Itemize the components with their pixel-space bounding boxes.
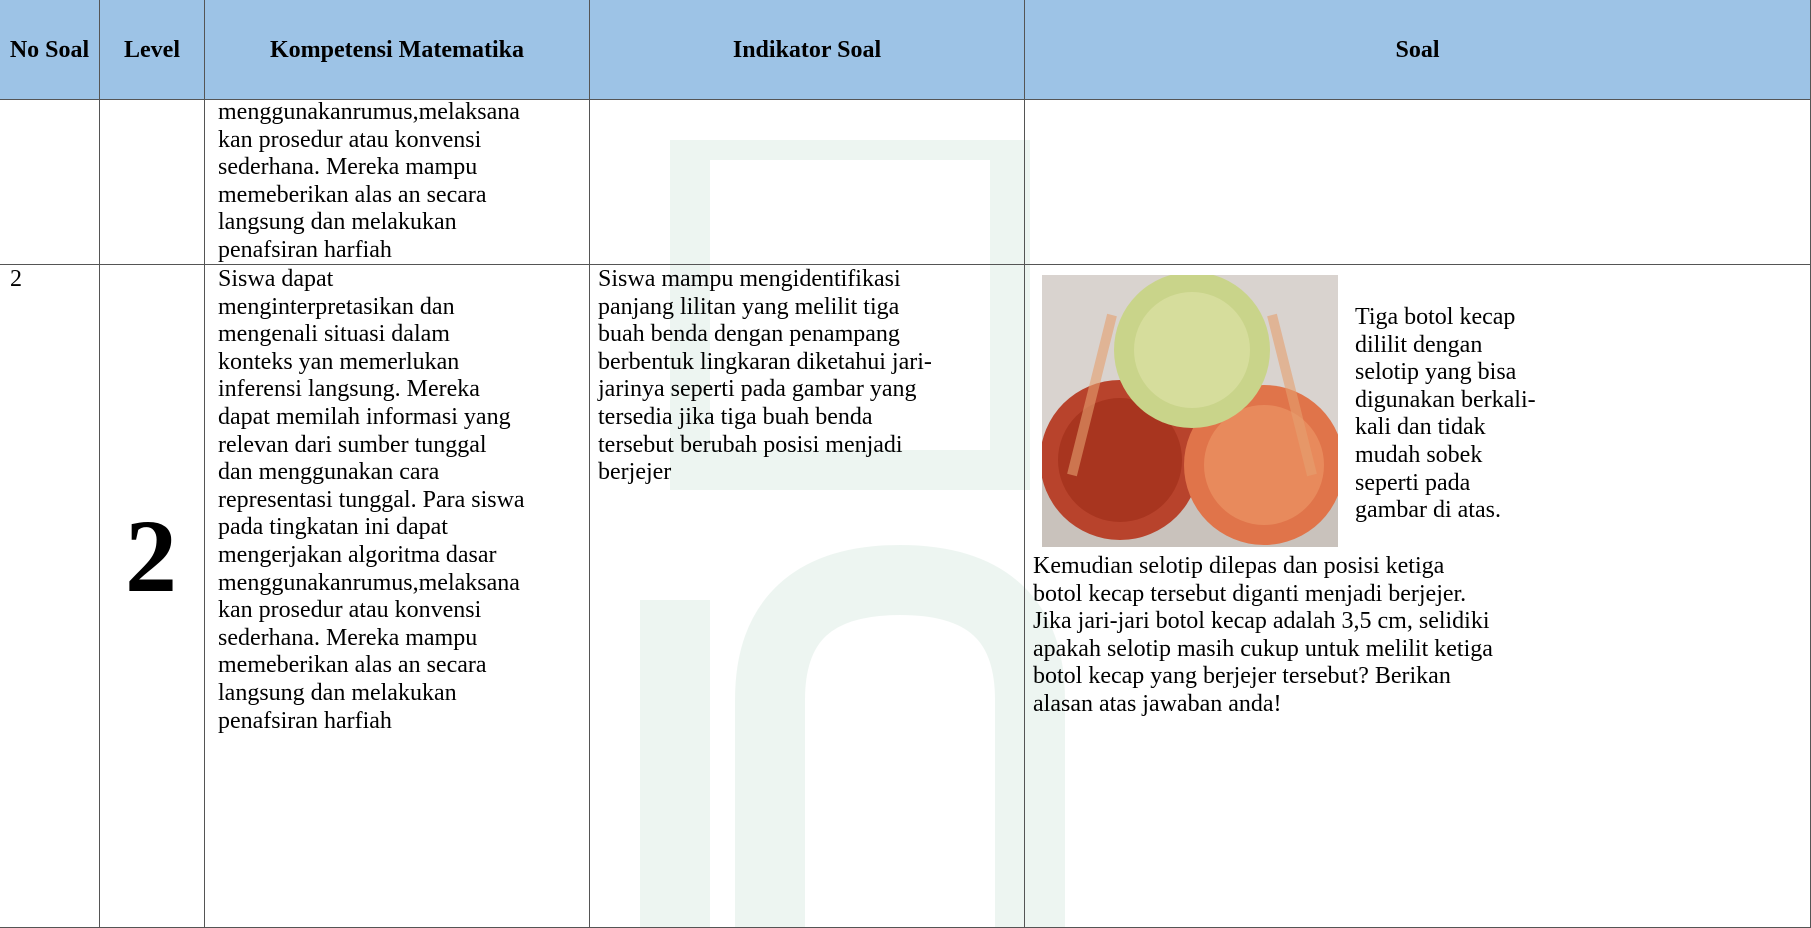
competency-line: kan prosedur atau konvensi (218, 126, 482, 153)
competency-line: relevan dari sumber tunggal (218, 431, 487, 458)
competency-line: dan menggunakan cara (218, 459, 440, 486)
indicator-line: buah benda dengan penampang (598, 321, 900, 348)
header-cell: Indikator Soal (590, 0, 1025, 100)
competency-line: penafsiran harfiah (218, 237, 392, 263)
table-cell (100, 100, 205, 265)
question-line: alasan atas jawaban anda! (1033, 691, 1282, 717)
header-cell: Soal (1025, 0, 1811, 100)
table-cell (590, 100, 1025, 265)
question-line: kali dan tidak (1355, 414, 1486, 441)
question-line: botol kecap yang berjejer tersebut? Beri… (1033, 663, 1451, 690)
header-cell: Kompetensi Matematika (205, 0, 590, 100)
competency-line: menginterpretasikan dan (218, 293, 455, 320)
header-cell: No Soal (0, 0, 100, 100)
competency-line: sederhana. Mereka mampu (218, 624, 478, 651)
question-line: Jika jari-jari botol kecap adalah 3,5 cm… (1033, 608, 1490, 635)
competency-line: sederhana. Mereka mampu (218, 154, 478, 181)
question-line: selotip yang bisa (1355, 359, 1517, 386)
competency-line: langsung dan melakukan (218, 680, 457, 706)
question-number: 2 (10, 266, 22, 292)
competency-line: representasi tunggal. Para siswa (218, 486, 525, 513)
question-line: dililit dengan (1355, 331, 1483, 358)
indicator-line: panjang lilitan yang melilit tiga (598, 293, 900, 320)
indicator-line: jarinya seperti pada gambar yang (598, 376, 917, 403)
competency-line: langsung dan melakukan (218, 209, 457, 236)
watermark (640, 140, 1065, 928)
question-line: botol kecap tersebut diganti menjadi ber… (1033, 580, 1467, 607)
competency-line: mengenali situasi dalam (218, 321, 450, 348)
indicator-line: tersebut berubah posisi menjadi (598, 431, 903, 458)
table-cell (0, 100, 100, 265)
competency-line: kan prosedur atau konvensi (218, 597, 482, 624)
competency-line: menggunakanrumus,melaksana (218, 569, 520, 596)
header-cell: Level (100, 0, 205, 100)
competency-line: konteks yan memerlukan (218, 348, 460, 375)
competency-line: Siswa dapat (218, 266, 334, 292)
question-line: Kemudian selotip dilepas dan posisi keti… (1033, 553, 1445, 579)
competency-line: penafsiran harfiah (218, 707, 392, 734)
question-line: apakah selotip masih cukup untuk melilit… (1033, 635, 1493, 662)
question-line: seperti pada (1355, 469, 1471, 496)
question-line: digunakan berkali- (1355, 386, 1536, 413)
competency-line: mengerjakan algoritma dasar (218, 542, 497, 568)
question-line: mudah sobek (1355, 442, 1483, 468)
competency-line: inferensi langsung. Mereka (218, 376, 480, 403)
bottle-photo (1042, 275, 1338, 547)
indicator-line: Siswa mampu mengidentifikasi (598, 266, 901, 292)
competency-line: memeberikan alas an secara (218, 652, 487, 679)
competency-line: dapat memilah informasi yang (218, 404, 511, 430)
indicator-line: berbentuk lingkaran diketahui jari- (598, 348, 932, 375)
table-cell (0, 265, 100, 928)
indicator-line: berjejer (598, 459, 672, 486)
competency-line: memeberikan alas an secara (218, 181, 487, 208)
table-cell (205, 100, 590, 265)
table-cell (1025, 100, 1811, 265)
competency-line: menggunakanrumus,melaksana (218, 99, 520, 125)
question-line: Tiga botol kecap (1355, 304, 1516, 330)
level: 2 (125, 499, 177, 614)
competency-line: pada tingkatan ini dapat (218, 514, 448, 541)
indicator-line: tersedia jika tiga buah benda (598, 404, 873, 430)
question-line: gambar di atas. (1355, 497, 1501, 524)
